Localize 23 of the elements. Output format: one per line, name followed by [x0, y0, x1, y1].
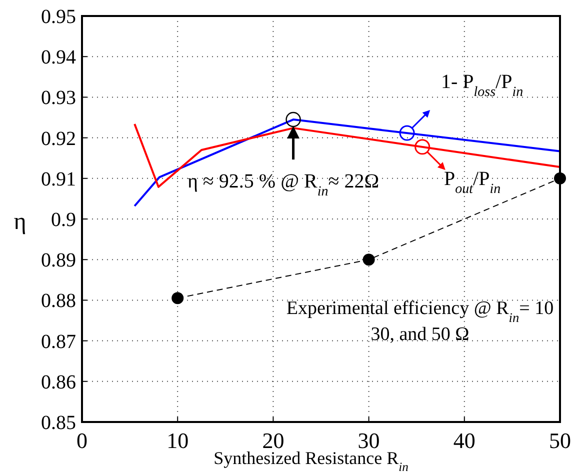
x-tick-label: 50: [549, 428, 571, 453]
y-tick-label: 0.88: [41, 290, 76, 312]
legend-label: P$_{out}$/P$_{in}$: [444, 168, 501, 196]
annotation: η ≈ 92.5 % @ R$_{in}$≈ 22Ω: [187, 170, 380, 200]
annotation: 30, and 50 Ω: [370, 324, 470, 346]
x-tick-label: 0: [76, 428, 88, 453]
y-tick-label: 0.86: [41, 371, 76, 394]
y-axis-title: η: [14, 209, 26, 235]
annotation: Experimental efficiency @ R$_{in}$= 10: [286, 298, 554, 325]
y-tick-label: 0.93: [41, 87, 76, 110]
y-tick-label: 0.87: [41, 330, 76, 353]
x-tick-label: 40: [453, 428, 476, 453]
y-tick-label: 0.9: [51, 209, 76, 231]
y-tick-label: 0.94: [41, 46, 76, 69]
y-tick-label: 0.95: [41, 6, 76, 28]
y-tick-label: 0.85: [41, 412, 76, 434]
y-tick-label: 0.91: [41, 168, 76, 190]
point: [172, 292, 184, 304]
y-tick-label: 0.89: [41, 250, 76, 272]
x-tick-label: 10: [166, 428, 189, 453]
point: [362, 254, 375, 266]
series-label: 1- P$_{loss}$/P$_{in}$: [440, 71, 524, 100]
y-tick-label: 0.92: [41, 128, 76, 150]
